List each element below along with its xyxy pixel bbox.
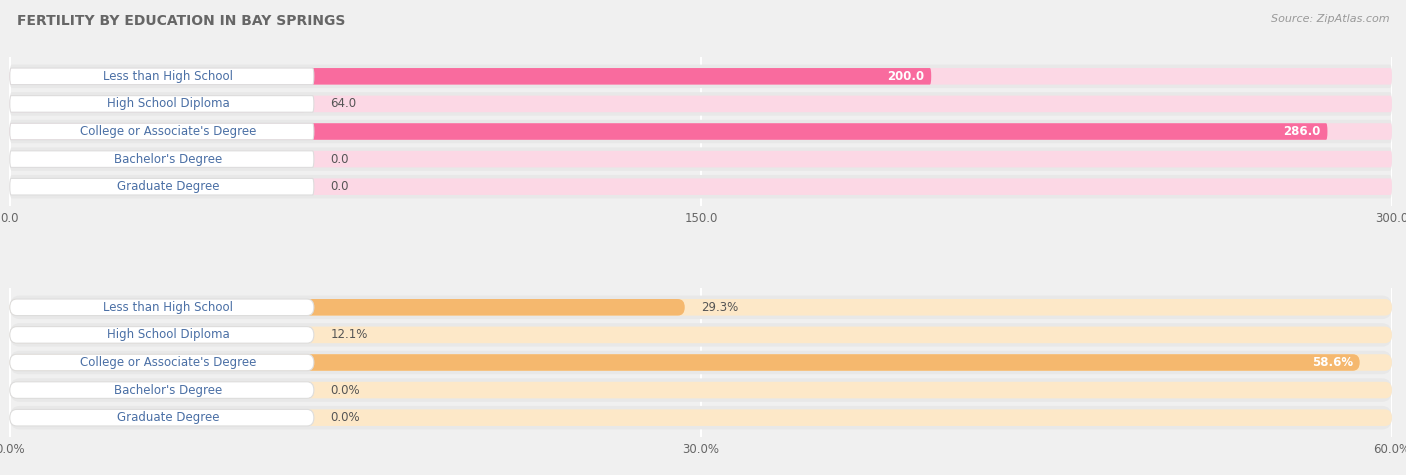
FancyBboxPatch shape [10,295,1392,319]
Text: Less than High School: Less than High School [103,70,233,83]
FancyBboxPatch shape [10,409,314,426]
FancyBboxPatch shape [10,95,305,112]
FancyBboxPatch shape [10,179,314,195]
Text: Bachelor's Degree: Bachelor's Degree [114,384,222,397]
FancyBboxPatch shape [10,123,1327,140]
FancyBboxPatch shape [10,354,1392,371]
Text: High School Diploma: High School Diploma [107,97,229,110]
FancyBboxPatch shape [10,151,314,167]
FancyBboxPatch shape [10,327,1392,343]
Text: 29.3%: 29.3% [702,301,738,314]
FancyBboxPatch shape [10,95,314,112]
FancyBboxPatch shape [10,68,1392,85]
Text: 0.0: 0.0 [330,152,349,166]
FancyBboxPatch shape [10,92,1392,115]
Text: Graduate Degree: Graduate Degree [117,180,219,193]
FancyBboxPatch shape [10,120,1392,143]
Text: College or Associate's Degree: College or Associate's Degree [80,356,256,369]
FancyBboxPatch shape [10,406,1392,429]
Text: 286.0: 286.0 [1284,125,1320,138]
Text: 0.0%: 0.0% [330,384,360,397]
Text: Source: ZipAtlas.com: Source: ZipAtlas.com [1271,14,1389,24]
FancyBboxPatch shape [10,151,1392,167]
Text: 0.0%: 0.0% [330,411,360,424]
FancyBboxPatch shape [10,351,1392,374]
FancyBboxPatch shape [10,409,1392,426]
FancyBboxPatch shape [10,354,314,371]
Text: 64.0: 64.0 [330,97,357,110]
FancyBboxPatch shape [10,123,1392,140]
FancyBboxPatch shape [10,147,1392,171]
FancyBboxPatch shape [10,382,314,399]
FancyBboxPatch shape [10,379,1392,402]
Text: High School Diploma: High School Diploma [107,328,229,342]
FancyBboxPatch shape [10,323,1392,347]
Text: 12.1%: 12.1% [330,328,368,342]
FancyBboxPatch shape [10,299,1392,315]
Text: 58.6%: 58.6% [1312,356,1353,369]
Text: Less than High School: Less than High School [103,301,233,314]
FancyBboxPatch shape [10,179,1392,195]
FancyBboxPatch shape [10,299,314,315]
FancyBboxPatch shape [10,327,288,343]
FancyBboxPatch shape [10,65,1392,88]
FancyBboxPatch shape [10,175,1392,199]
FancyBboxPatch shape [10,327,314,343]
Text: 200.0: 200.0 [887,70,924,83]
FancyBboxPatch shape [10,382,1392,399]
FancyBboxPatch shape [10,68,931,85]
FancyBboxPatch shape [10,299,685,315]
Text: 0.0: 0.0 [330,180,349,193]
FancyBboxPatch shape [10,68,314,85]
Text: FERTILITY BY EDUCATION IN BAY SPRINGS: FERTILITY BY EDUCATION IN BAY SPRINGS [17,14,346,28]
FancyBboxPatch shape [10,123,314,140]
FancyBboxPatch shape [10,95,1392,112]
Text: Graduate Degree: Graduate Degree [117,411,219,424]
Text: Bachelor's Degree: Bachelor's Degree [114,152,222,166]
FancyBboxPatch shape [10,354,1360,371]
Text: College or Associate's Degree: College or Associate's Degree [80,125,256,138]
